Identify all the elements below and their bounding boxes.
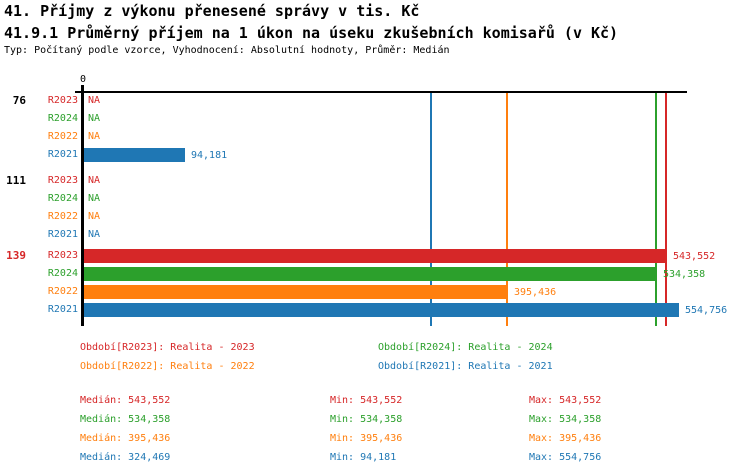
na-value-R2023: NA (88, 175, 101, 186)
page-title: 41. Příjmy z výkonu přenesené správy v t… (4, 2, 420, 20)
bar-R2024-group-139 (84, 267, 657, 281)
bar-R2021-group-76 (84, 148, 185, 162)
na-value-R2021: NA (88, 229, 101, 240)
x-axis-zero-label: 0 (79, 74, 87, 85)
x-axis-line (75, 91, 687, 93)
bar-value-R2024: 534,358 (663, 269, 706, 280)
stat-median-R2022: Medián: 395,436 (80, 433, 171, 444)
bar-R2022-group-139 (84, 285, 508, 299)
bar-R2023-group-139 (84, 249, 667, 263)
bar-value-R2021: 94,181 (191, 150, 228, 161)
group-label-139: 139 (6, 249, 26, 262)
bar-value-R2023: 543,552 (673, 251, 716, 262)
median-gridline-R2023 (665, 93, 667, 326)
legend-item-R2023: Období[R2023]: Realita - 2023 (80, 342, 255, 353)
row-label-R2021: R2021 (47, 304, 78, 315)
median-gridline-R2021 (430, 93, 432, 326)
group-label-111: 111 (6, 174, 26, 187)
stat-max-R2021: Max: 554,756 (529, 452, 602, 463)
median-gridline-R2022 (506, 93, 508, 326)
na-value-R2022: NA (88, 131, 101, 142)
stat-min-R2021: Min: 94,181 (330, 452, 397, 463)
y-axis-line (81, 85, 84, 326)
stat-min-R2022: Min: 395,436 (330, 433, 403, 444)
legend-item-R2022: Období[R2022]: Realita - 2022 (80, 361, 255, 372)
bar-value-R2022: 395,436 (514, 287, 557, 298)
row-label-R2023: R2023 (47, 175, 78, 186)
row-label-R2022: R2022 (47, 286, 78, 297)
row-label-R2024: R2024 (47, 113, 78, 124)
na-value-R2024: NA (88, 113, 101, 124)
bar-value-R2021: 554,756 (685, 305, 728, 316)
stat-min-R2024: Min: 534,358 (330, 414, 403, 425)
stat-max-R2022: Max: 395,436 (529, 433, 602, 444)
legend-item-R2021: Období[R2021]: Realita - 2021 (378, 361, 553, 372)
na-value-R2023: NA (88, 95, 101, 106)
bar-R2021-group-139 (84, 303, 679, 317)
stat-max-R2023: Max: 543,552 (529, 395, 602, 406)
row-label-R2022: R2022 (47, 211, 78, 222)
stat-median-R2024: Medián: 534,358 (80, 414, 171, 425)
na-value-R2024: NA (88, 193, 101, 204)
row-label-R2023: R2023 (47, 95, 78, 106)
stat-min-R2023: Min: 543,552 (330, 395, 403, 406)
stat-median-R2023: Medián: 543,552 (80, 395, 171, 406)
row-label-R2022: R2022 (47, 131, 78, 142)
row-label-R2024: R2024 (47, 193, 78, 204)
page-subtitle: 41.9.1 Průměrný příjem na 1 úkon na úsek… (4, 24, 619, 42)
stat-max-R2024: Max: 534,358 (529, 414, 602, 425)
row-label-R2023: R2023 (47, 250, 78, 261)
median-gridline-R2024 (655, 93, 657, 326)
row-label-R2024: R2024 (47, 268, 78, 279)
legend-item-R2024: Období[R2024]: Realita - 2024 (378, 342, 553, 353)
row-label-R2021: R2021 (47, 149, 78, 160)
group-label-76: 76 (12, 94, 26, 107)
na-value-R2022: NA (88, 211, 101, 222)
chart-meta: Typ: Počítaný podle vzorce, Vyhodnocení:… (4, 45, 450, 56)
stat-median-R2021: Medián: 324,469 (80, 452, 171, 463)
row-label-R2021: R2021 (47, 229, 78, 240)
